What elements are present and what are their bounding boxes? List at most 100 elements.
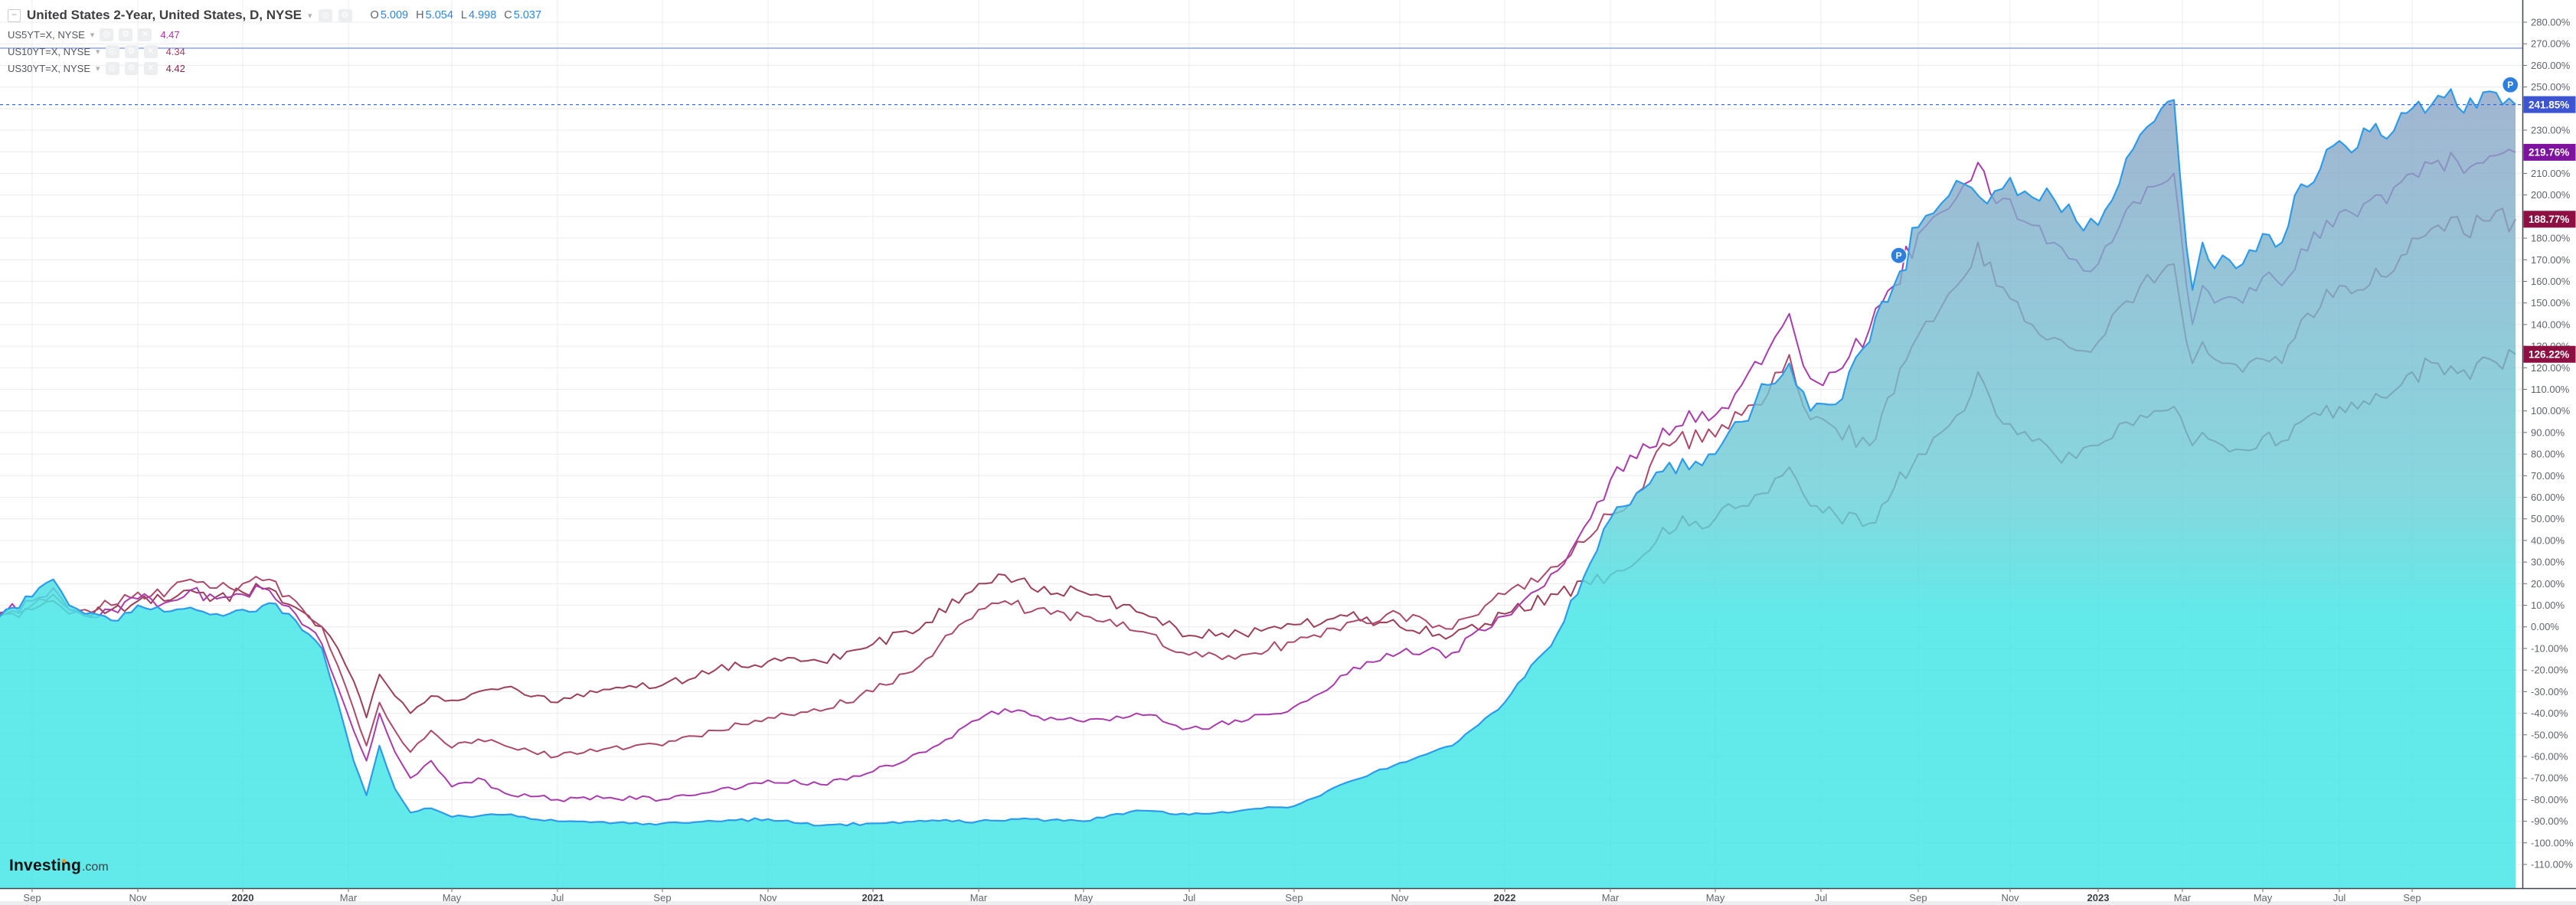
time-month-label: Mar: [970, 892, 988, 903]
price-tick-label: 70.00%: [2531, 470, 2565, 482]
ohlc-open-value: 5.009: [380, 9, 409, 21]
price-badge-value: 219.76%: [2529, 147, 2569, 158]
price-tick-label: 140.00%: [2531, 319, 2571, 330]
price-tick-label: -40.00%: [2531, 707, 2568, 719]
event-marker[interactable]: P: [1890, 247, 1907, 264]
price-badge: [2523, 345, 2576, 363]
time-month-label: Mar: [1602, 892, 1620, 903]
event-marker-circle[interactable]: [1890, 247, 1907, 264]
compare-row-us5yt: US5YT=X, NYSE ▾ ◎ ⚙ ✕ 4.47: [8, 26, 541, 43]
settings-gear-icon[interactable]: ⚙: [124, 44, 139, 58]
price-tick-label: -10.00%: [2531, 642, 2568, 654]
visibility-icon[interactable]: ◎: [105, 44, 119, 58]
price-tick-label: 150.00%: [2531, 297, 2571, 309]
investing-logo[interactable]: Investing .com: [9, 857, 109, 875]
price-tick-label: -90.00%: [2531, 815, 2568, 827]
chevron-down-icon[interactable]: ▾: [96, 47, 100, 57]
main-series-line[interactable]: [0, 88, 2516, 827]
close-icon[interactable]: ✕: [143, 44, 158, 58]
ohlc-values: O 5.009 H 5.054 L 4.998 C 5.037: [364, 9, 542, 21]
event-marker[interactable]: P: [2502, 76, 2519, 94]
ohlc-high-label: H: [416, 9, 424, 21]
symbol-label[interactable]: US10YT=X, NYSE: [8, 45, 91, 57]
time-axis[interactable]: Sep Nov 2020 Mar May Jul Sep Nov 2021 Mar May Jul Se…: [0, 887, 2576, 905]
price-badge-value: 241.85%: [2529, 99, 2569, 110]
visibility-icon[interactable]: ◎: [318, 8, 332, 22]
price-tick-label: 40.00%: [2531, 534, 2565, 546]
chevron-down-icon[interactable]: ▾: [96, 64, 100, 74]
settings-gear-icon[interactable]: ⚙: [119, 28, 133, 41]
price-tick-label: -20.00%: [2531, 665, 2568, 676]
time-month-label: May: [2254, 892, 2273, 903]
visibility-icon[interactable]: ◎: [100, 28, 114, 41]
settings-gear-icon[interactable]: ⚙: [124, 61, 139, 75]
time-month-label: Jul: [551, 892, 564, 903]
logo-orange-dot: [62, 859, 66, 863]
bottom-strip: [0, 901, 2576, 905]
price-badge: [2523, 211, 2576, 228]
logo-tld: .com: [81, 861, 109, 874]
time-axis-bg: [0, 889, 2576, 905]
symbol-label[interactable]: US5YT=X, NYSE: [8, 28, 85, 41]
price-tick-label: 30.00%: [2531, 557, 2565, 568]
close-icon[interactable]: ✕: [143, 61, 158, 75]
time-month-label: May: [1074, 892, 1093, 903]
ohlc-close-value: 5.037: [513, 9, 542, 21]
settings-gear-icon[interactable]: ⚙: [338, 8, 352, 22]
price-tick-label: 170.00%: [2531, 254, 2571, 266]
time-month-label: Jul: [1183, 892, 1196, 903]
price-tick-label: 80.00%: [2531, 449, 2565, 460]
collapse-panel-icon[interactable]: −: [8, 8, 21, 22]
chart-title[interactable]: United States 2-Year, United States, D, …: [27, 8, 302, 22]
close-icon[interactable]: ✕: [138, 28, 152, 41]
price-tick-label: -30.00%: [2531, 686, 2568, 698]
price-tick-label: 10.00%: [2531, 600, 2565, 611]
price-tick-label: -110.00%: [2531, 858, 2573, 870]
time-month-label: Mar: [2174, 892, 2192, 903]
price-tick-label: 0.00%: [2531, 621, 2559, 632]
price-badge: [2523, 96, 2576, 113]
price-tick-label: 50.00%: [2531, 513, 2565, 524]
price-tick-label: 260.00%: [2531, 60, 2571, 71]
price-tick-label: -70.00%: [2531, 773, 2568, 784]
price-tick-label: 210.00%: [2531, 168, 2571, 179]
ohlc-high-value: 5.054: [425, 9, 453, 21]
visibility-icon[interactable]: ◎: [105, 61, 119, 75]
chevron-down-icon[interactable]: ▾: [90, 30, 95, 40]
price-tick-label: 60.00%: [2531, 492, 2565, 503]
time-year-label: 2021: [862, 892, 884, 903]
price-badge-value: 188.77%: [2529, 214, 2569, 225]
price-tick-label: 230.00%: [2531, 125, 2571, 136]
time-month-label: Mar: [340, 892, 358, 903]
time-year-label: 2023: [2087, 892, 2110, 903]
time-month-label: Jul: [2333, 892, 2346, 903]
price-tick-label: 200.00%: [2531, 189, 2571, 201]
price-badge-value: 126.22%: [2529, 348, 2569, 360]
ohlc-close-label: C: [504, 9, 512, 21]
series-value: 4.34: [165, 45, 185, 57]
time-month-label: Nov: [1391, 892, 1409, 903]
compare-row-us30yt: US30YT=X, NYSE ▾ ◎ ⚙ ✕ 4.42: [8, 60, 541, 77]
symbol-label[interactable]: US30YT=X, NYSE: [8, 62, 91, 74]
time-year-label: 2022: [1494, 892, 1516, 903]
price-tick-label: 120.00%: [2531, 362, 2571, 374]
main-area-fill: [0, 89, 2516, 888]
event-marker-label: P: [2507, 80, 2513, 90]
price-tick-label: 20.00%: [2531, 578, 2565, 590]
event-marker-circle[interactable]: [2502, 76, 2519, 94]
series-value: 4.47: [160, 28, 180, 41]
price-tick-label: 110.00%: [2531, 384, 2570, 395]
logo-text: Investing: [9, 857, 81, 874]
time-month-label: May: [443, 892, 462, 903]
price-tick-label: -100.00%: [2531, 837, 2574, 848]
legend: − United States 2-Year, United States, D…: [8, 5, 541, 77]
ohlc-open-label: O: [370, 9, 379, 21]
main-symbol-row: − United States 2-Year, United States, D…: [8, 5, 541, 26]
time-month-label: Nov: [2001, 892, 2019, 903]
price-axis[interactable]: 280.00%270.00%260.00%250.00%240.00%230.0…: [2522, 0, 2576, 888]
event-marker-label: P: [1896, 250, 1902, 261]
ohlc-low-value: 4.998: [468, 9, 497, 21]
price-badge: [2523, 143, 2576, 161]
chevron-down-icon[interactable]: ▾: [308, 11, 312, 21]
